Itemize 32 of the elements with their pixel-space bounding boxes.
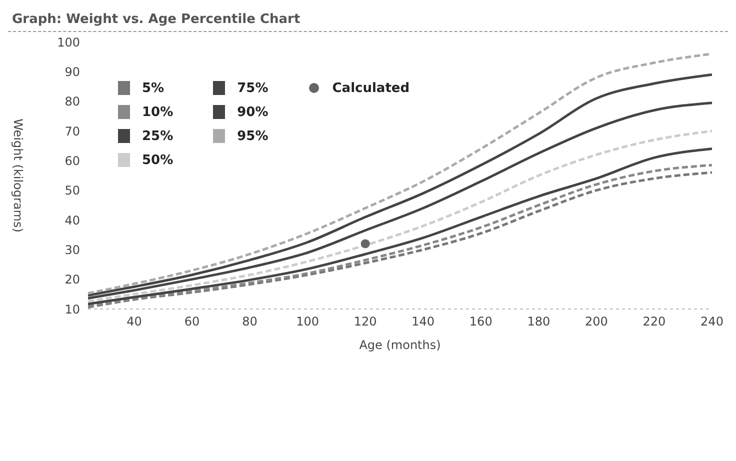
y-tick-label: 40 [64, 213, 80, 228]
x-tick-label: 240 [700, 314, 724, 329]
legend-label: Calculated [332, 80, 410, 96]
x-tick-label: 220 [642, 314, 666, 329]
y-tick-label: 10 [64, 302, 80, 316]
x-tick-label: 140 [412, 314, 435, 329]
y-tick-label: 100 [57, 35, 80, 50]
legend-label: 10% [142, 104, 174, 120]
chart-title: Graph: Weight vs. Age Percentile Chart [8, 8, 728, 32]
x-tick-label: 180 [527, 314, 550, 329]
legend-label: 95% [237, 128, 268, 144]
y-tick-label: 50 [64, 184, 80, 198]
y-tick-label: 70 [64, 124, 80, 138]
legend-label: 50% [142, 152, 174, 168]
legend-label: 75% [237, 80, 268, 96]
y-tick-label: 60 [64, 154, 80, 168]
y-axis-title: Weight (kilograms) [10, 118, 25, 232]
x-tick-label: 160 [469, 314, 492, 329]
x-tick-label: 120 [354, 314, 377, 329]
x-tick-label: 100 [296, 314, 320, 329]
x-tick-label: 200 [584, 314, 608, 329]
y-tick-label: 80 [64, 94, 80, 109]
legend-label: 25% [142, 128, 174, 144]
x-tick-label: 40 [126, 314, 142, 329]
y-tick-label: 20 [64, 272, 80, 287]
legend-label: 5% [142, 80, 164, 96]
x-axis-title: Age (months) [359, 338, 441, 352]
x-tick-label: 80 [242, 314, 258, 329]
y-tick-label: 30 [64, 242, 80, 257]
x-tick-label: 60 [184, 314, 200, 329]
y-tick-label: 90 [64, 64, 80, 79]
legend-label: 90% [237, 104, 268, 120]
